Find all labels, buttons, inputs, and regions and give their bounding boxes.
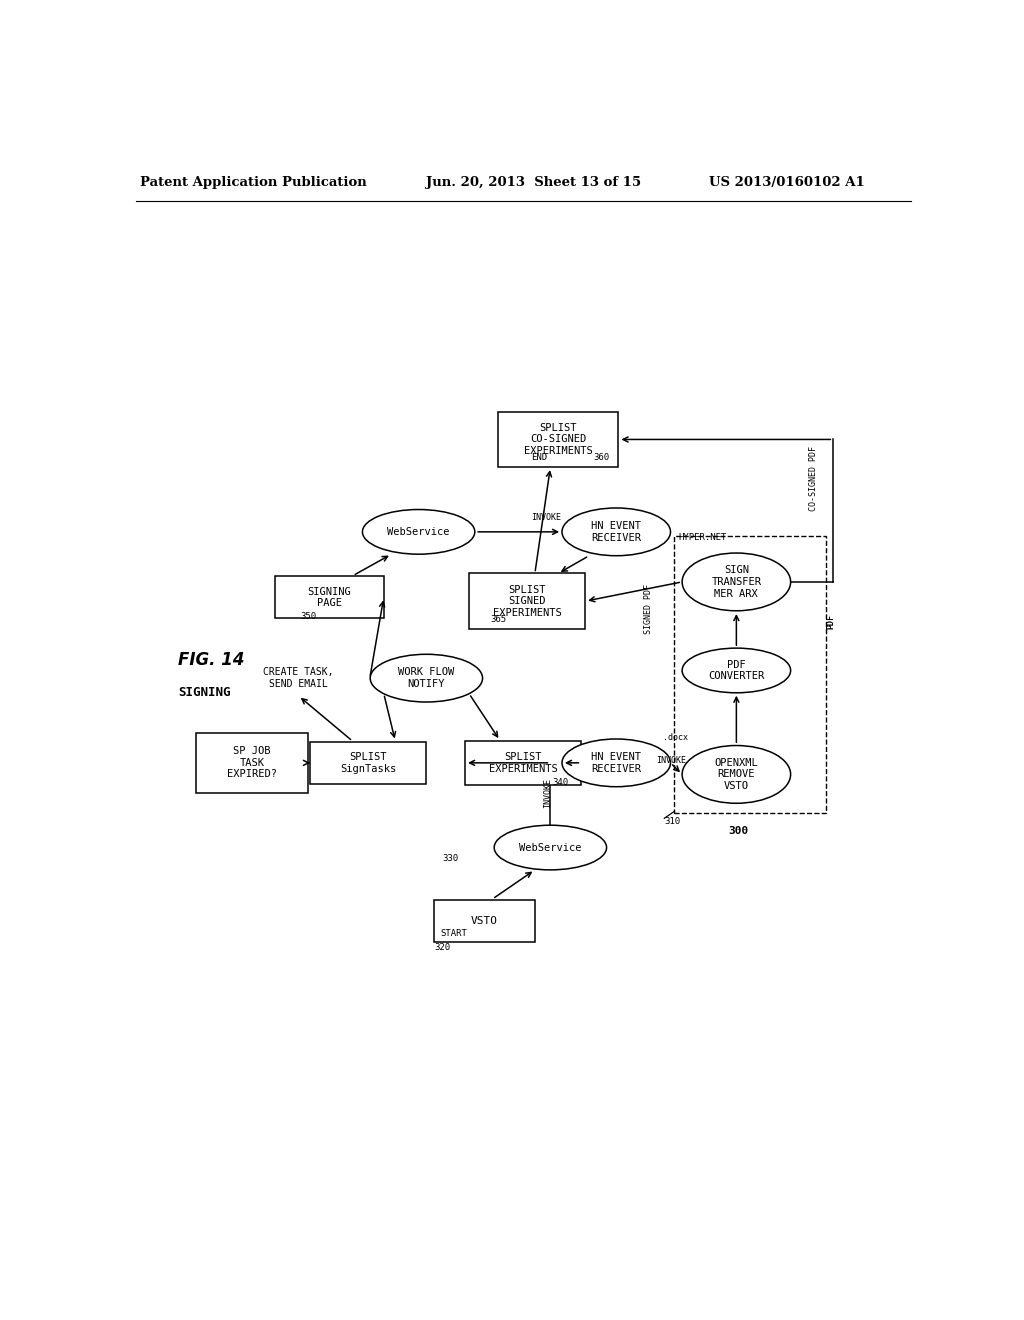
Text: OPENXML
REMOVE
VSTO: OPENXML REMOVE VSTO bbox=[715, 758, 758, 791]
Text: SPLIST
EXPERIMENTS: SPLIST EXPERIMENTS bbox=[488, 752, 558, 774]
Text: HYPER.NET: HYPER.NET bbox=[678, 533, 727, 543]
Text: 340: 340 bbox=[552, 779, 568, 787]
Text: WebService: WebService bbox=[387, 527, 450, 537]
Ellipse shape bbox=[371, 655, 482, 702]
Text: START: START bbox=[440, 929, 467, 939]
Text: SIGNING
PAGE: SIGNING PAGE bbox=[307, 586, 351, 609]
Text: PDF
CONVERTER: PDF CONVERTER bbox=[709, 660, 765, 681]
Ellipse shape bbox=[682, 553, 791, 611]
Text: SPLIST
SIGNED
EXPERIMENTS: SPLIST SIGNED EXPERIMENTS bbox=[493, 585, 561, 618]
Text: PDF: PDF bbox=[826, 614, 836, 628]
Text: HN EVENT
RECEIVER: HN EVENT RECEIVER bbox=[591, 521, 641, 543]
Text: Jun. 20, 2013  Sheet 13 of 15: Jun. 20, 2013 Sheet 13 of 15 bbox=[426, 176, 641, 189]
Text: INVOKE: INVOKE bbox=[544, 779, 553, 808]
Text: SIGNING: SIGNING bbox=[178, 686, 230, 698]
Text: SPLIST
CO-SIGNED
EXPERIMENTS: SPLIST CO-SIGNED EXPERIMENTS bbox=[523, 422, 593, 455]
Text: INVOKE: INVOKE bbox=[656, 756, 686, 764]
Text: WORK FLOW
NOTIFY: WORK FLOW NOTIFY bbox=[398, 668, 455, 689]
Text: CREATE TASK,
SEND EMAIL: CREATE TASK, SEND EMAIL bbox=[263, 668, 334, 689]
Text: SPLIST
SignTasks: SPLIST SignTasks bbox=[340, 752, 396, 774]
Bar bbox=[469, 573, 586, 628]
Bar bbox=[310, 742, 426, 784]
Bar bbox=[434, 899, 535, 942]
Text: SP JOB
TASK
EXPIRED?: SP JOB TASK EXPIRED? bbox=[227, 746, 278, 779]
Text: 350: 350 bbox=[300, 612, 316, 620]
Text: VSTO: VSTO bbox=[471, 916, 498, 925]
Ellipse shape bbox=[682, 648, 791, 693]
Text: 320: 320 bbox=[434, 942, 451, 952]
Bar bbox=[498, 412, 618, 467]
Ellipse shape bbox=[562, 739, 671, 787]
Text: CO-SIGNED PDF: CO-SIGNED PDF bbox=[809, 446, 818, 511]
Text: WebService: WebService bbox=[519, 842, 582, 853]
Ellipse shape bbox=[562, 508, 671, 556]
Text: .docx: .docx bbox=[663, 733, 688, 742]
Text: PDF: PDF bbox=[826, 614, 836, 628]
Ellipse shape bbox=[362, 510, 475, 554]
Text: END: END bbox=[531, 453, 547, 462]
Ellipse shape bbox=[495, 825, 606, 870]
Text: INVOKE: INVOKE bbox=[531, 513, 561, 523]
Text: FIG. 14: FIG. 14 bbox=[178, 651, 245, 669]
Text: 365: 365 bbox=[490, 615, 507, 624]
Text: 300: 300 bbox=[729, 826, 749, 837]
Text: Patent Application Publication: Patent Application Publication bbox=[139, 176, 367, 189]
Ellipse shape bbox=[682, 746, 791, 804]
Text: SIGNED PDF: SIGNED PDF bbox=[644, 583, 653, 634]
Text: 310: 310 bbox=[665, 817, 680, 826]
Text: SIGN
TRANSFER
MER ARX: SIGN TRANSFER MER ARX bbox=[712, 565, 762, 598]
Text: HN EVENT
RECEIVER: HN EVENT RECEIVER bbox=[591, 752, 641, 774]
Bar bbox=[275, 576, 384, 619]
Text: US 2013/0160102 A1: US 2013/0160102 A1 bbox=[710, 176, 865, 189]
Bar bbox=[465, 741, 582, 785]
Text: 330: 330 bbox=[442, 854, 458, 863]
Text: 360: 360 bbox=[593, 453, 609, 462]
Bar bbox=[196, 733, 308, 793]
Bar bbox=[675, 536, 825, 813]
